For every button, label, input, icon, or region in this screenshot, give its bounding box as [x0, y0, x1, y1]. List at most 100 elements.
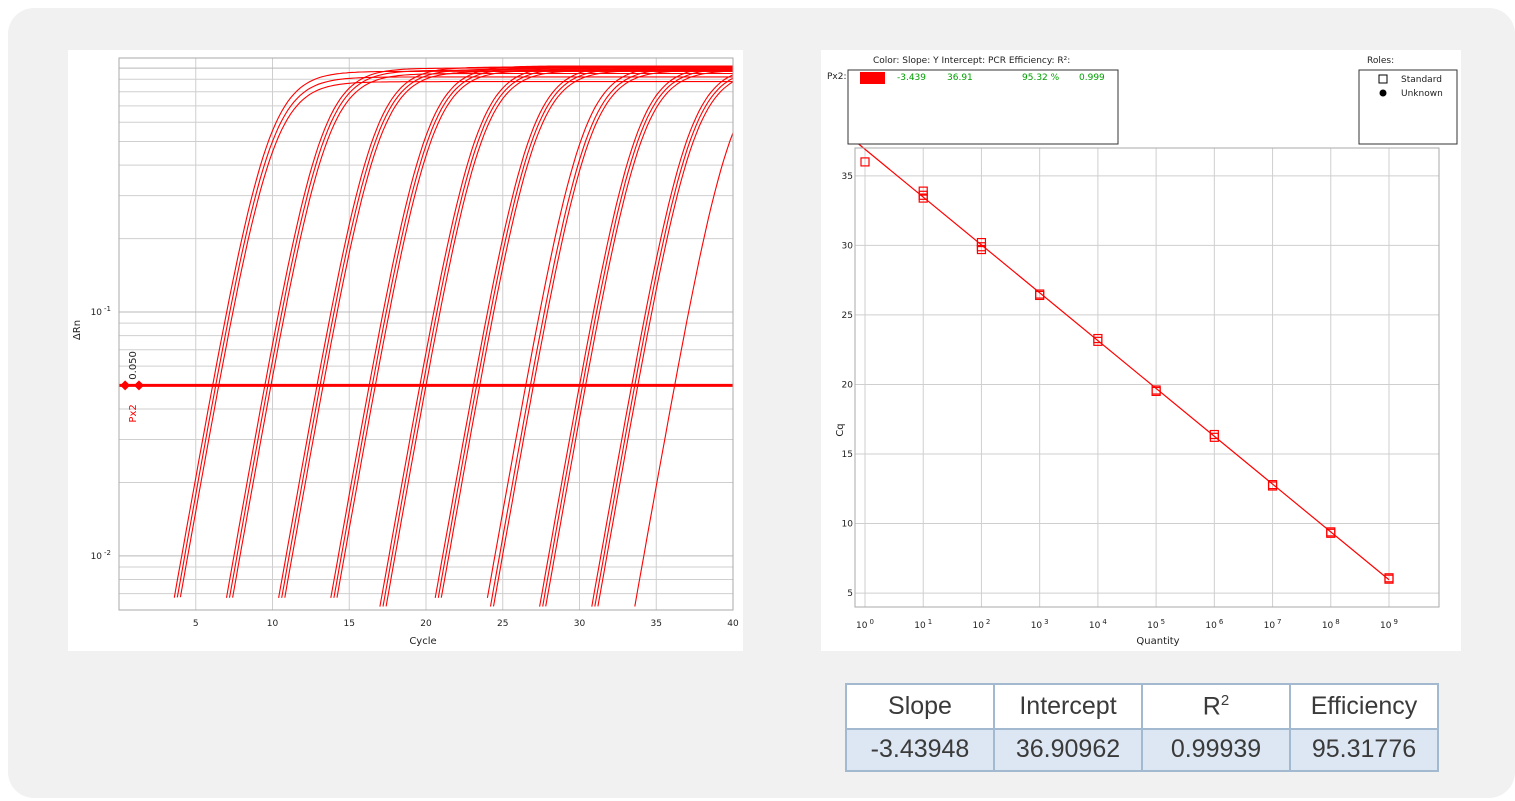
fit-legend-header: Color: Slope: Y Intercept: PCR Efficienc…	[873, 56, 1070, 66]
std-points	[860, 157, 1394, 584]
amp-threshold[interactable]: Px2 0.050	[119, 351, 733, 423]
fit-legend-intercept: 36.91	[947, 73, 973, 83]
fit-legend: Color: Slope: Y Intercept: PCR Efficienc…	[827, 56, 1119, 145]
amp-curve	[489, 67, 733, 607]
threshold-handle-diamond[interactable]	[120, 380, 131, 391]
std-axes: 10 0 10 1 10 2 10 3 10 4 10 5 10 6 10 7 10 8 10 9 5 10 15 20 25 3…	[842, 147, 1440, 631]
fit-legend-efficiency: 95.32 %	[1022, 73, 1060, 83]
std-point-standard[interactable]	[1035, 290, 1045, 301]
stats-header-slope: Slope	[845, 683, 995, 730]
std-x-tick-label: 10 0	[856, 618, 874, 631]
standard-curve-svg: 10 0 10 1 10 2 10 3 10 4 10 5 10 6 10 7 10 8 10 9 5 10 15 20 25 3…	[827, 56, 1458, 647]
amp-curves	[173, 65, 734, 607]
std-plot-frame	[854, 147, 1440, 608]
std-y-tick-label: 15	[842, 450, 853, 460]
amp-curve	[542, 68, 734, 607]
std-y-tick-label: 30	[842, 241, 854, 251]
std-x-tick-label: 10 1	[914, 618, 932, 631]
std-y-tick-label: 10	[842, 520, 854, 530]
amp-x-label: Cycle	[409, 636, 436, 647]
threshold-handle-diamond[interactable]	[133, 380, 144, 391]
std-y-tick-label: 20	[842, 380, 854, 390]
stats-header-r-superscript: 2	[1220, 691, 1230, 709]
amp-curve	[173, 70, 733, 598]
amp-curve	[486, 65, 733, 598]
fit-legend-slope: -3.439	[897, 73, 926, 83]
standard-curve-plot: 10 0 10 1 10 2 10 3 10 4 10 5 10 6 10 7 10 8 10 9 5 10 15 20 25 3…	[821, 50, 1461, 651]
stats-header-r: R	[1202, 691, 1221, 720]
std-point-standard[interactable]	[1093, 336, 1103, 346]
std-x-tick-label: 10 9	[1380, 618, 1398, 631]
roles-legend: Roles: Standard Unknown	[1358, 56, 1458, 145]
amp-curve	[330, 65, 733, 598]
roles-legend-box	[1358, 69, 1458, 145]
stats-value-slope: -3.43948	[845, 727, 995, 772]
fit-legend-color-swatch[interactable]	[860, 72, 885, 84]
fit-legend-row-label: Px2:	[827, 72, 847, 82]
std-point-standard[interactable]	[1151, 386, 1161, 397]
roles-legend-title: Roles:	[1367, 56, 1394, 66]
amp-curve	[379, 65, 733, 607]
threshold-value-label: 0.050	[128, 351, 139, 380]
stats-value-row: -3.43948 36.90962 0.99939 95.31776	[845, 727, 1439, 772]
roles-legend-unknown: Unknown	[1401, 89, 1443, 99]
std-point-standard[interactable]	[1209, 432, 1219, 442]
stats-value-efficiency: 95.31776	[1289, 727, 1439, 772]
amp-y-tick-label: 10 -1	[91, 305, 111, 318]
amp-curve	[597, 81, 734, 607]
std-point-standard[interactable]	[1267, 481, 1278, 491]
amp-curve	[179, 81, 733, 598]
std-y-tick-label: 5	[847, 589, 853, 599]
amp-x-tick-label: 20	[420, 619, 432, 629]
std-x-tick-label: 10 3	[1031, 618, 1049, 631]
amp-x-tick-label: 5	[193, 619, 199, 629]
std-point-standard[interactable]	[976, 244, 987, 255]
fit-legend-r2: 0.999	[1079, 73, 1105, 83]
amp-axes: 5 10 15 20 25 30 35 40 10-2 10-1	[91, 57, 739, 629]
std-y-tick-label: 35	[842, 172, 853, 182]
std-y-tick-label: 25	[842, 311, 853, 321]
regression-stats-table: Slope Intercept R2 Efficiency -3.43948 3…	[845, 683, 1439, 772]
std-grid	[855, 148, 1439, 607]
amplification-plot: Px2 0.050 5 10 15 20 25 30 35 40 10 -2 10 -1 Cycle Δ…	[68, 50, 743, 651]
standard-square-icon	[1378, 74, 1388, 84]
amp-curve	[594, 77, 734, 607]
std-x-tick-label: 10 7	[1264, 618, 1282, 631]
std-x-tick-label: 10 5	[1147, 618, 1165, 631]
std-point-standard[interactable]	[918, 193, 928, 203]
std-point-standard[interactable]	[1384, 574, 1394, 584]
amp-curve	[492, 69, 733, 607]
amp-curve	[440, 69, 733, 598]
fit-legend-box	[847, 69, 1119, 145]
std-x-tick-label: 10 4	[1089, 618, 1107, 631]
std-y-label: Cq	[835, 423, 846, 436]
std-fit-line	[857, 142, 1390, 581]
std-x-tick-label: 10 8	[1322, 618, 1340, 631]
amp-x-tick-label: 30	[574, 619, 586, 629]
unknown-circle-icon	[1379, 89, 1387, 97]
std-regression-line	[857, 142, 1390, 581]
amp-x-tick-label: 15	[344, 619, 355, 629]
amp-curve	[539, 66, 734, 607]
amp-curve	[228, 69, 733, 598]
amp-y-label: ΔRn	[72, 320, 83, 340]
amp-x-tick-label: 35	[651, 619, 662, 629]
threshold-name-label: Px2	[128, 404, 139, 422]
amp-x-tick-label: 40	[727, 619, 739, 629]
std-point-standard[interactable]	[1326, 528, 1336, 538]
stats-header-intercept: Intercept	[993, 683, 1143, 730]
roles-legend-standard: Standard	[1401, 75, 1442, 85]
std-x-tick-label: 10 6	[1205, 618, 1223, 631]
stats-header-row: Slope Intercept R2 Efficiency	[845, 683, 1439, 730]
std-x-label: Quantity	[1136, 636, 1179, 647]
std-point-standard[interactable]	[860, 157, 870, 167]
amplification-plot-svg: Px2 0.050 5 10 15 20 25 30 35 40 10-2 10-1 Cycle Δ…	[72, 57, 739, 647]
amp-x-tick-label: 25	[497, 619, 508, 629]
stats-header-r2: R2	[1141, 683, 1291, 730]
stats-header-efficiency: Efficiency	[1289, 683, 1439, 730]
std-x-tick-label: 10 2	[972, 618, 990, 631]
amp-curve	[545, 70, 734, 607]
stats-value-intercept: 36.90962	[993, 727, 1143, 772]
amp-plot-frame	[118, 57, 734, 611]
stats-value-r2: 0.99939	[1141, 727, 1291, 772]
